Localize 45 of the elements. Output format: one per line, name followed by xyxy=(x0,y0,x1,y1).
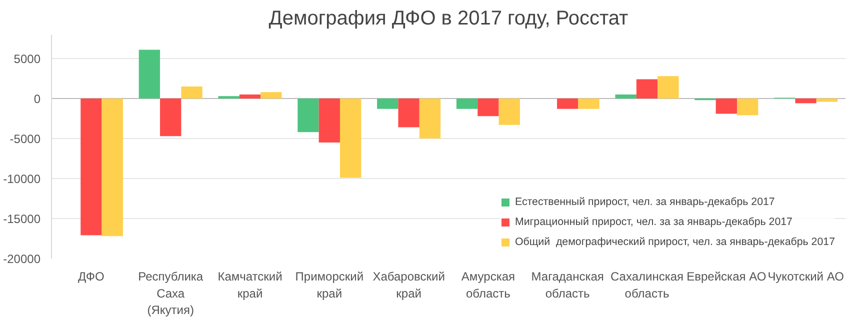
legend-label: Миграционный прирост, чел. за за январь-декабрь 2017 xyxy=(514,216,792,228)
bar xyxy=(578,98,600,109)
bar xyxy=(260,92,282,98)
x-tick-label: Еврейская АО xyxy=(686,270,766,284)
bar xyxy=(795,98,816,104)
bar xyxy=(557,98,578,109)
x-tick-label: Магаданская область xyxy=(531,270,604,300)
x-tick-label: ДФО xyxy=(78,270,104,284)
bar xyxy=(498,98,520,125)
x-tick-label: Камчатский край xyxy=(218,270,282,300)
chart-title: Демография ДФО в 2017 году, Росстат xyxy=(268,8,628,30)
bar xyxy=(716,98,737,114)
bar xyxy=(456,98,478,109)
bar xyxy=(398,98,420,128)
legend-label: Общий демографический прирост, чел. за январь-декабрь 2017 xyxy=(514,236,835,248)
y-tick-label: -20000 xyxy=(3,252,41,266)
bar xyxy=(377,98,398,109)
bar xyxy=(80,98,102,236)
y-tick-label: -10000 xyxy=(3,172,41,186)
bar xyxy=(816,98,838,102)
x-tick-label: Хабаровский край xyxy=(372,270,445,300)
x-tick-label: Чукотский АО xyxy=(768,270,844,284)
bar xyxy=(478,98,499,116)
bar xyxy=(138,50,160,98)
bar xyxy=(340,98,362,178)
x-tick-label: Сахалинская область xyxy=(610,270,684,300)
bar xyxy=(318,98,340,142)
legend-label: Естественный прирост, чел. за январь-декабрь 2017 xyxy=(514,196,775,208)
bar xyxy=(181,86,202,98)
y-tick-label: -15000 xyxy=(3,212,41,226)
bar xyxy=(615,94,636,98)
x-tick-label: Приморский край xyxy=(295,270,364,300)
bar xyxy=(160,98,182,136)
bar xyxy=(658,76,679,98)
bar xyxy=(239,94,261,98)
x-tick-label: Республика Саха (Якутия) xyxy=(138,270,204,318)
bar xyxy=(298,98,319,132)
y-tick-label: 0 xyxy=(34,92,41,106)
y-tick-label: -5000 xyxy=(10,132,41,146)
bar xyxy=(102,98,123,236)
bar xyxy=(419,98,441,138)
y-tick-label: 5000 xyxy=(14,52,41,66)
x-tick-label: Амурская область xyxy=(461,270,516,300)
bar xyxy=(636,79,658,98)
bar xyxy=(736,98,758,116)
